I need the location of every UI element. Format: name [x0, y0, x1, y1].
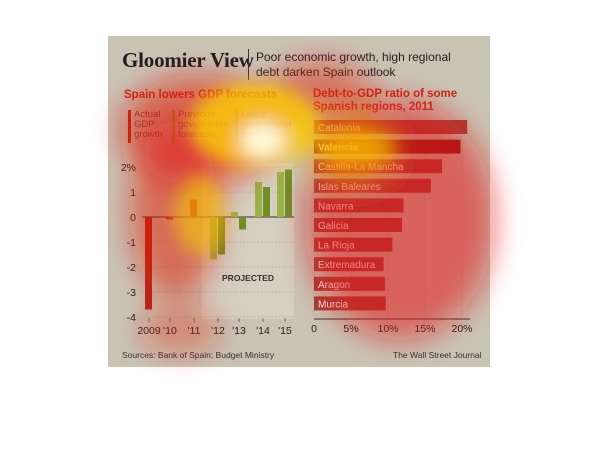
- debt-bar-label: Navarra: [318, 201, 354, 212]
- projected-label: PROJECTED: [222, 273, 274, 283]
- debt-x-tick: 15%: [414, 323, 435, 335]
- gdp-x-tick: '14: [256, 325, 270, 337]
- debt-x-tick: 20%: [451, 323, 472, 335]
- gdp-bar-latest: [263, 187, 270, 217]
- publisher-credit: The Wall Street Journal: [393, 350, 482, 360]
- gdp-bar-previous: [255, 182, 262, 217]
- gdp-bar-latest: [239, 217, 246, 230]
- gdp-y-tick: 0: [130, 212, 136, 224]
- gdp-y-tick: 2%: [121, 162, 136, 174]
- gdp-x-tick: '12: [211, 325, 225, 337]
- debt-bar-label: Islas Baleares: [318, 182, 381, 193]
- debt-bar-label: Castilla-La Mancha: [318, 162, 404, 173]
- debt-bar-label: Valencia: [318, 143, 358, 154]
- debt-x-tick: 0: [311, 323, 317, 335]
- gdp-y-tick: 1: [130, 187, 136, 199]
- debt-x-tick: 5%: [343, 323, 358, 335]
- card-title: Gloomier View: [122, 48, 254, 72]
- debt-bar-label: Catalonia: [318, 123, 361, 134]
- debt-bar-label: Extremadura: [318, 260, 376, 271]
- gdp-x-tick: '11: [188, 325, 201, 337]
- title-divider: [248, 49, 249, 80]
- debt-x-tick: 10%: [377, 323, 398, 335]
- gdp-y-tick: -4: [127, 312, 136, 324]
- debt-bar-label: Murcia: [318, 299, 348, 310]
- gdp-bar-latest: [218, 217, 225, 255]
- gdp-y-tick: -1: [127, 237, 136, 249]
- gdp-bar-latest: [285, 169, 292, 217]
- gdp-bar-previous: [231, 212, 238, 217]
- gdp-x-tick: '13: [232, 325, 246, 337]
- chart-card: Gloomier View Poor economic growth, high…: [108, 36, 490, 367]
- gdp-x-tick: '15: [278, 325, 292, 337]
- debt-bar-label: La Rioja: [318, 241, 355, 252]
- gdp-bar-actual: [145, 217, 152, 310]
- gdp-y-tick: -2: [127, 262, 136, 274]
- source-note: Sources: Bank of Spain; Budget Ministry: [122, 350, 275, 360]
- gdp-x-tick: 2009: [137, 325, 161, 337]
- debt-bar-label: Galicia: [318, 221, 349, 232]
- gdp-bar-previous: [277, 172, 284, 217]
- debt-bar-label: Aragon: [318, 280, 350, 291]
- gdp-bar-actual: [166, 217, 173, 220]
- gdp-bar-previous: [210, 217, 217, 260]
- gdp-y-tick: -3: [127, 287, 136, 299]
- gdp-bar-actual: [190, 199, 197, 217]
- gdp-x-tick: '10: [163, 325, 177, 337]
